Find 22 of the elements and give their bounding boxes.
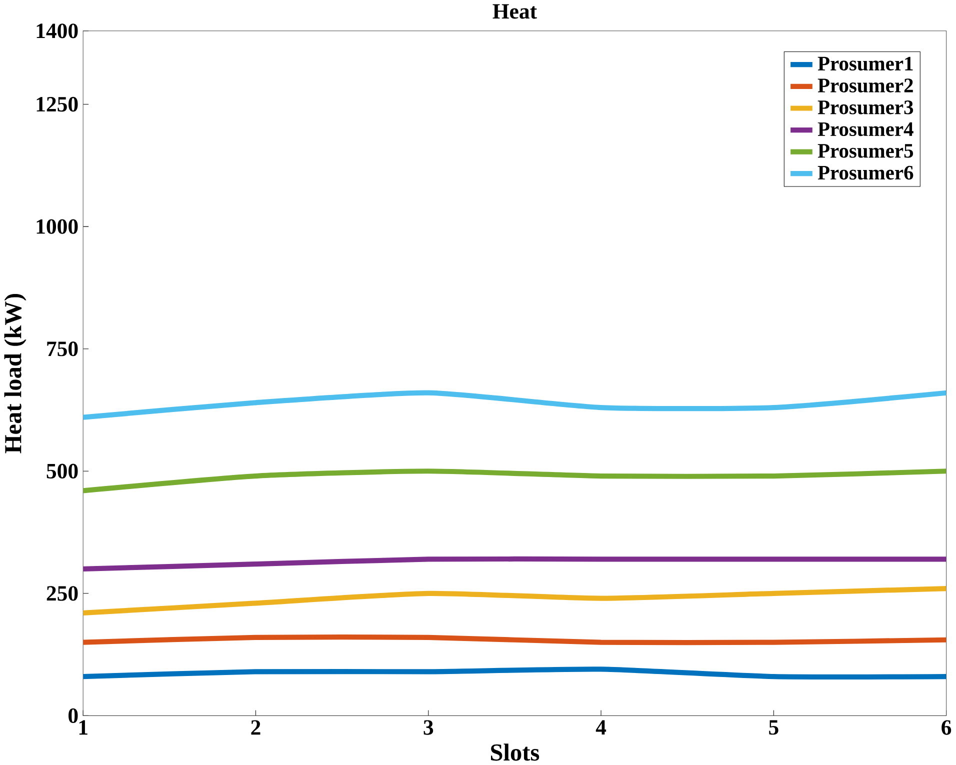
x-tick-label: 5 [769,720,778,735]
legend-label: Prosumer1 [818,56,913,71]
legend-label: Prosumer6 [818,166,914,180]
x-axis-title: Slots [490,744,540,761]
x-tick-label: 6 [942,720,952,735]
y-axis-title: Heat load (kW) [4,294,26,454]
legend-label: Prosumer4 [818,122,914,136]
x-tick-label: 2 [251,720,260,735]
legend-label: Prosumer2 [818,78,913,92]
y-tick-label: 1250 [36,96,78,112]
y-tick-label: 0 [68,708,78,724]
legend-label: Prosumer3 [818,100,914,114]
y-tick-label: 1000 [36,219,78,234]
y-tick-label: 1400 [36,24,78,38]
chart-title: Heat [492,4,537,19]
y-tick-label: 250 [46,586,78,601]
y-tick-label: 750 [47,342,78,356]
x-tick-label: 4 [596,720,606,735]
y-tick-label: 500 [46,464,78,478]
x-tick-label: 1 [79,720,88,735]
legend-label: Prosumer5 [818,144,914,158]
x-tick-label: 3 [424,720,434,735]
